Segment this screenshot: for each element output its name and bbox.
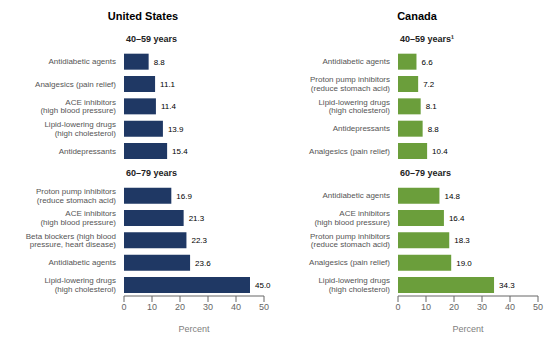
svg-text:0: 0 — [395, 302, 400, 312]
svg-text:Analgesics (pain relief): Analgesics (pain relief) — [35, 80, 116, 89]
svg-text:45.0: 45.0 — [255, 281, 271, 290]
svg-text:Percent: Percent — [452, 324, 484, 334]
svg-text:Antidepressants: Antidepressants — [333, 124, 390, 133]
svg-text:Beta blockers (high bloodpress: Beta blockers (high bloodpressure, heart… — [26, 232, 117, 250]
svg-text:13.9: 13.9 — [168, 125, 184, 134]
svg-text:ACE inhibitors(high blood pres: ACE inhibitors(high blood pressure) — [40, 98, 116, 116]
svg-text:40–59 years¹: 40–59 years¹ — [400, 34, 454, 44]
html-text:United States: United States — [107, 10, 179, 22]
svg-text:7.2: 7.2 — [423, 80, 435, 89]
svg-text:50: 50 — [533, 302, 543, 312]
svg-text:11.1: 11.1 — [160, 80, 176, 89]
svg-text:8.8: 8.8 — [154, 58, 166, 67]
svg-text:Lipid-lowering drugs(high chol: Lipid-lowering drugs(high cholesterol) — [318, 98, 390, 116]
svg-text:ACE inhibitors(high blood pres: ACE inhibitors(high blood pressure) — [40, 209, 116, 227]
svg-text:Lipid-lowering drugs(high chol: Lipid-lowering drugs(high cholesterol) — [318, 276, 390, 294]
svg-text:18.3: 18.3 — [454, 236, 470, 245]
svg-text:22.3: 22.3 — [191, 236, 207, 245]
svg-text:Antidiabetic agents: Antidiabetic agents — [48, 258, 116, 267]
svg-text:21.3: 21.3 — [189, 214, 205, 223]
svg-text:Proton pump inhibitors(reduce: Proton pump inhibitors(reduce stomach ac… — [36, 187, 116, 205]
svg-text:Percent: Percent — [178, 324, 210, 334]
svg-text:20: 20 — [449, 302, 459, 312]
svg-text:Antidiabetic agents: Antidiabetic agents — [48, 57, 116, 66]
svg-text:ACE inhibitors(high blood pres: ACE inhibitors(high blood pressure) — [314, 209, 390, 227]
svg-text:Lipid-lowering drugs(high chol: Lipid-lowering drugs(high cholesterol) — [44, 120, 116, 138]
svg-text:Lipid-lowering drugs(high chol: Lipid-lowering drugs(high cholesterol) — [44, 276, 116, 294]
svg-text:10: 10 — [421, 302, 431, 312]
svg-text:40: 40 — [505, 302, 515, 312]
svg-text:40: 40 — [231, 302, 241, 312]
svg-text:16.4: 16.4 — [449, 214, 465, 223]
svg-text:Proton pump inhibitors(reduce: Proton pump inhibitors(reduce stomach ac… — [310, 232, 390, 250]
svg-text:34.3: 34.3 — [499, 281, 515, 290]
svg-text:11.4: 11.4 — [161, 102, 177, 111]
svg-text:16.9: 16.9 — [176, 192, 192, 201]
svg-text:Analgesics (pain relief): Analgesics (pain relief) — [309, 147, 390, 156]
svg-text:15.4: 15.4 — [172, 147, 188, 156]
svg-text:14.8: 14.8 — [444, 192, 460, 201]
svg-text:Antidepressants: Antidepressants — [59, 147, 116, 156]
svg-text:0: 0 — [121, 302, 126, 312]
svg-text:10: 10 — [147, 302, 157, 312]
svg-text:6.6: 6.6 — [421, 58, 433, 67]
html-text:Canada: Canada — [397, 10, 437, 22]
svg-text:8.1: 8.1 — [426, 102, 438, 111]
svg-text:Analgesics (pain relief): Analgesics (pain relief) — [309, 258, 390, 267]
svg-text:Antidiabetic agents: Antidiabetic agents — [322, 57, 390, 66]
svg-text:60–79 years: 60–79 years — [400, 168, 451, 178]
svg-text:Proton pump inhibitors(reduce: Proton pump inhibitors(reduce stomach ac… — [310, 75, 390, 93]
svg-text:23.6: 23.6 — [195, 259, 211, 268]
svg-text:60–79 years: 60–79 years — [126, 168, 177, 178]
svg-text:20: 20 — [175, 302, 185, 312]
svg-text:10.4: 10.4 — [432, 147, 448, 156]
svg-text:50: 50 — [259, 302, 269, 312]
svg-text:40–59 years: 40–59 years — [126, 34, 177, 44]
svg-text:30: 30 — [477, 302, 487, 312]
svg-text:Antidiabetic agents: Antidiabetic agents — [322, 191, 390, 200]
svg-text:8.8: 8.8 — [428, 125, 440, 134]
svg-text:19.0: 19.0 — [456, 259, 472, 268]
svg-text:30: 30 — [203, 302, 213, 312]
